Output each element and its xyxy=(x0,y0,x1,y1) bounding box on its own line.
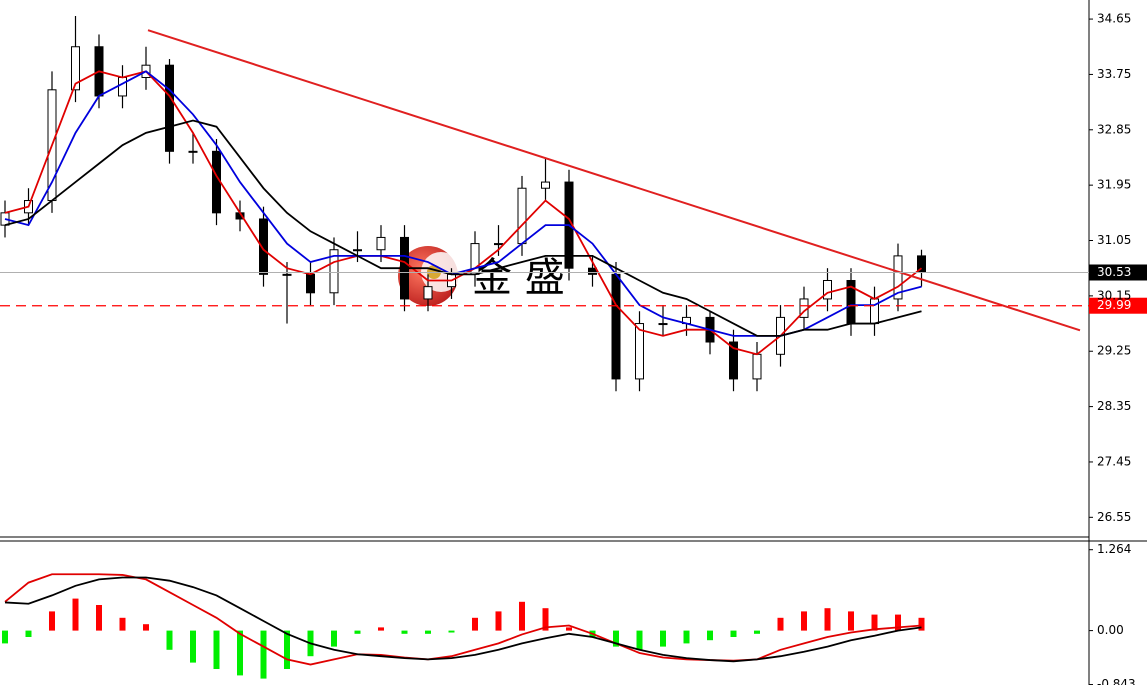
histogram-bar xyxy=(495,611,502,631)
histogram-bar xyxy=(472,617,478,631)
candle-body xyxy=(611,273,621,380)
histogram-bar xyxy=(448,630,455,633)
histogram-bar xyxy=(425,630,431,634)
candle-body xyxy=(729,341,738,380)
candle-body xyxy=(517,187,527,245)
candle-body xyxy=(494,243,503,246)
y-tick-label: 27.45 xyxy=(1097,454,1131,468)
histogram-bar xyxy=(730,630,737,637)
candle-body xyxy=(306,273,315,294)
y-tick-label: 31.95 xyxy=(1097,178,1131,192)
histogram-bar xyxy=(401,630,408,634)
y-tick-label: 1.264 xyxy=(1097,542,1131,556)
candle-body xyxy=(541,181,550,189)
histogram-bar xyxy=(636,630,643,650)
y-tick-label: 31.05 xyxy=(1097,233,1131,247)
histogram-bar xyxy=(72,598,79,631)
candle-body xyxy=(752,353,762,380)
histogram-bar xyxy=(143,624,149,631)
histogram-bar xyxy=(260,630,267,679)
alert-price-box xyxy=(1089,297,1147,314)
candle-body xyxy=(353,249,362,252)
y-tick-label: 30.15 xyxy=(1097,288,1131,302)
indicator-line xyxy=(4,576,922,663)
histogram-bar xyxy=(237,630,243,676)
y-tick-label: 29.25 xyxy=(1097,344,1131,358)
y-tick-label: 26.55 xyxy=(1097,510,1131,524)
candle-body xyxy=(188,150,198,153)
y-tick-label: -0.843 xyxy=(1097,677,1136,685)
histogram-bar xyxy=(871,614,878,631)
candle-body xyxy=(282,273,292,276)
candle-body xyxy=(893,255,903,300)
candle-body xyxy=(588,267,597,275)
histogram-bar xyxy=(542,608,549,631)
histogram-bar xyxy=(824,608,831,631)
histogram-bar xyxy=(918,617,925,631)
histogram-bar xyxy=(166,630,173,650)
candle-body xyxy=(423,286,433,300)
candle-body xyxy=(658,323,668,326)
histogram-bar xyxy=(566,627,572,631)
trendline xyxy=(147,29,1081,332)
histogram-bar xyxy=(284,630,290,669)
histogram-bar xyxy=(119,617,126,631)
candle-body xyxy=(165,64,174,152)
histogram-bar xyxy=(895,614,901,631)
histogram-bar xyxy=(848,611,854,631)
y-tick-label: 33.75 xyxy=(1097,67,1131,81)
y-tick-label: 32.85 xyxy=(1097,122,1131,136)
candle-body xyxy=(329,249,339,294)
candle-body xyxy=(635,323,644,380)
current-price-box xyxy=(1089,264,1147,281)
y-tick-label: 0.00 xyxy=(1097,623,1124,637)
watermark-text: 金 盛 xyxy=(472,255,565,301)
indicator-line xyxy=(4,573,922,666)
candle-body xyxy=(376,236,386,251)
y-tick-label: 28.35 xyxy=(1097,399,1131,413)
histogram-bar xyxy=(613,630,619,647)
current-price-label: 30.53 xyxy=(1097,265,1131,279)
indicator-line xyxy=(4,119,922,337)
histogram-bar xyxy=(660,630,666,647)
histogram-bar xyxy=(190,630,196,663)
histogram-bar xyxy=(2,630,8,644)
histogram-bar xyxy=(49,611,55,631)
candle-body xyxy=(212,150,221,214)
histogram-bar xyxy=(754,630,760,634)
alert-price-label: 29.99 xyxy=(1097,298,1131,312)
histogram-bar xyxy=(354,630,361,634)
histogram-bar xyxy=(777,617,784,631)
histogram-bar xyxy=(25,630,32,637)
histogram-bar xyxy=(213,630,220,669)
histogram-bar xyxy=(331,630,337,647)
candle-body xyxy=(71,46,80,91)
histogram-bar xyxy=(707,630,713,641)
candle-body xyxy=(118,77,127,97)
candle-body xyxy=(823,279,832,300)
y-tick-label: 34.65 xyxy=(1097,12,1131,26)
histogram-bar xyxy=(519,601,525,631)
histogram-bar xyxy=(801,611,807,631)
histogram-bar xyxy=(378,627,384,631)
histogram-bar xyxy=(683,630,690,644)
histogram-bar xyxy=(96,605,102,631)
candle-body xyxy=(259,218,268,275)
